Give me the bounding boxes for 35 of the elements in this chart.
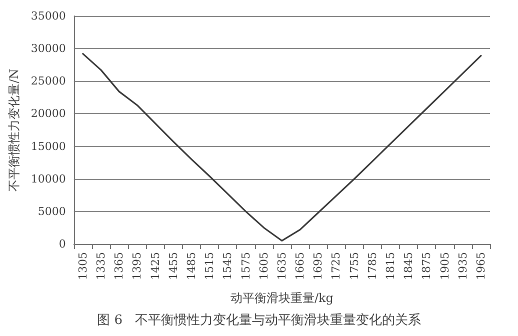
y-tick-label: 5000: [38, 204, 66, 218]
x-tick-label: 1395: [130, 252, 144, 280]
x-tick-label: 1485: [184, 252, 198, 280]
y-tick-label: 0: [58, 238, 66, 250]
y-tick-label: 20000: [30, 107, 66, 120]
y-tick-label: 35000: [30, 10, 66, 22]
x-tick-label: 1965: [474, 252, 488, 280]
x-tick-label: 1755: [348, 252, 361, 280]
x-tick-label: 1725: [330, 252, 343, 280]
x-tick-label: 1575: [239, 252, 252, 280]
x-tick-label: 1875: [420, 252, 434, 280]
x-tick-label: 1545: [221, 252, 234, 280]
x-tick-label: 1785: [366, 252, 379, 280]
x-tick-label: 1695: [312, 252, 325, 280]
x-tick-label: 1635: [275, 252, 288, 280]
x-tick-label: 1815: [384, 252, 397, 280]
y-tick-label: 30000: [30, 42, 66, 56]
x-tick-label: 1905: [438, 252, 452, 280]
x-tick-label: 1455: [166, 252, 180, 280]
y-tick-label: 10000: [30, 172, 66, 186]
y-axis-title: 不平衡惯性力变化量/N: [7, 68, 21, 192]
y-tick-label: 15000: [30, 140, 66, 153]
x-tick-label: 1665: [294, 252, 307, 280]
x-tick-label: 1425: [148, 252, 162, 280]
x-tick-label: 1515: [203, 252, 216, 280]
x-tick-label: 1605: [257, 252, 270, 280]
x-tick-label: 1305: [76, 252, 90, 280]
line-series: [82, 52, 482, 242]
x-tick-label: 1365: [112, 252, 126, 280]
x-tick-label: 1845: [402, 252, 416, 280]
x-axis-title: 动平衡滑块重量/kg: [230, 291, 334, 305]
y-tick-label: 25000: [30, 74, 66, 88]
text: 图 6 不平衡惯性力变化量与动平衡滑块重量变化的关系: [97, 313, 421, 328]
x-tick-label: 1935: [456, 252, 470, 280]
x-tick-label: 1335: [94, 252, 108, 280]
